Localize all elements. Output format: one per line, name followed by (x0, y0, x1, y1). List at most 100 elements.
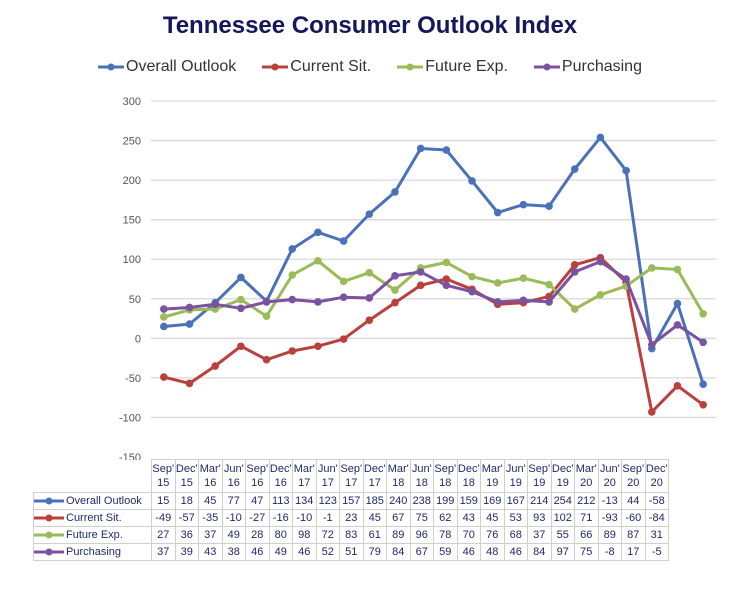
data-point (416, 281, 425, 290)
row-label: Current Sit. (33, 509, 152, 527)
table-header-row: Sep' 15 Dec' 15 Mar' 16 Jun' 16 Sep' 16 Dec' 16 Mar'… (34, 459, 669, 493)
category-label: Mar' 18 (386, 459, 411, 493)
data-cell: 66 (574, 526, 599, 544)
data-point (570, 268, 579, 276)
data-point (339, 335, 348, 343)
data-cell: 185 (362, 492, 387, 510)
data-point (237, 273, 245, 282)
category-label: Mar' 16 (198, 459, 223, 493)
data-cell: 84 (386, 543, 411, 561)
data-cell: 43 (456, 509, 481, 527)
data-point (442, 275, 451, 283)
series (160, 257, 707, 321)
data-cell: 72 (315, 526, 340, 544)
data-point (545, 280, 553, 289)
row-label-text: Future Exp. (66, 529, 123, 541)
data-cell: 45 (198, 492, 223, 510)
legend-marker-icon (34, 531, 64, 539)
data-point (391, 298, 399, 307)
data-point (160, 322, 168, 331)
category-label: Dec' 15 (174, 459, 199, 493)
series (160, 257, 707, 349)
data-cell: 67 (409, 543, 434, 561)
data-point (468, 272, 476, 281)
data-cell: 240 (386, 492, 411, 510)
data-cell: 27 (151, 526, 176, 544)
data-cell: 97 (550, 543, 575, 561)
data-point (237, 295, 245, 304)
data-cell: -60 (621, 509, 646, 527)
data-point (673, 321, 682, 329)
category-label: Mar' 20 (574, 459, 599, 493)
data-cell: 77 (221, 492, 246, 510)
data-point (314, 228, 322, 237)
legend-label: Purchasing (561, 58, 642, 75)
data-cell: 15 (151, 492, 176, 510)
data-point (416, 144, 425, 153)
data-point (519, 200, 528, 209)
data-point (237, 342, 245, 351)
data-cell: 75 (574, 543, 599, 561)
category-label: Sep' 20 (621, 459, 646, 493)
y-tick-label: -100 (119, 412, 141, 424)
data-point (596, 291, 605, 299)
category-label: Mar' 19 (480, 459, 505, 493)
data-point (596, 133, 605, 142)
data-cell: 254 (550, 492, 575, 510)
data-cell: 89 (386, 526, 411, 544)
row-label-text: Current Sit. (66, 512, 122, 524)
table-row: Current Sit. -49 -57 -35 -10 -27 -16 -10 -1 23 45 6… (33, 509, 669, 527)
data-point (339, 237, 348, 245)
data-point (442, 146, 451, 154)
data-cell: -10 (221, 509, 246, 527)
data-cell: 44 (621, 492, 646, 510)
category-label: Dec' 20 (644, 459, 669, 493)
data-cell: 37 (527, 526, 552, 544)
data-cell: 157 (339, 492, 364, 510)
data-point (699, 338, 707, 347)
data-point (365, 316, 374, 324)
data-cell: 45 (480, 509, 505, 527)
data-cell: -57 (174, 509, 199, 527)
data-point (339, 293, 348, 301)
data-point (416, 268, 425, 276)
data-cell: 23 (339, 509, 364, 527)
data-point (262, 298, 271, 306)
y-tick-label: 200 (123, 175, 141, 187)
data-point (699, 310, 707, 318)
data-point (391, 286, 399, 294)
data-cell: 67 (386, 509, 411, 527)
data-cell: -8 (597, 543, 622, 561)
data-point (237, 304, 245, 313)
data-point (262, 312, 271, 320)
category-label: Dec' 16 (268, 459, 293, 493)
data-point (570, 305, 579, 313)
data-point (391, 272, 399, 280)
data-cell: -58 (644, 492, 669, 510)
data-point (211, 362, 220, 370)
data-point (442, 281, 451, 290)
legend-marker-icon (262, 63, 289, 71)
data-point (545, 298, 553, 306)
data-cell: 39 (174, 543, 199, 561)
legend-item: Future Exp. (397, 58, 508, 76)
data-cell: 87 (621, 526, 646, 544)
series-line (163, 260, 705, 347)
data-cell: 89 (597, 526, 622, 544)
table-row: Future Exp. 27 36 37 49 28 80 98 72 83 61 89 96 78 70 7… (33, 526, 669, 544)
data-point (570, 260, 579, 269)
data-point (185, 303, 194, 312)
data-cell: 52 (315, 543, 340, 561)
data-point (673, 382, 682, 390)
data-cell: 83 (339, 526, 364, 544)
y-tick-label: 0 (135, 333, 141, 345)
data-point (673, 299, 682, 308)
data-point (519, 274, 528, 283)
category-label: Sep' 17 (339, 459, 364, 493)
data-point (314, 298, 322, 306)
data-cell: 47 (245, 492, 270, 510)
data-cell: 18 (174, 492, 199, 510)
data-point (699, 400, 707, 409)
data-point (160, 313, 168, 321)
data-cell: 98 (292, 526, 317, 544)
